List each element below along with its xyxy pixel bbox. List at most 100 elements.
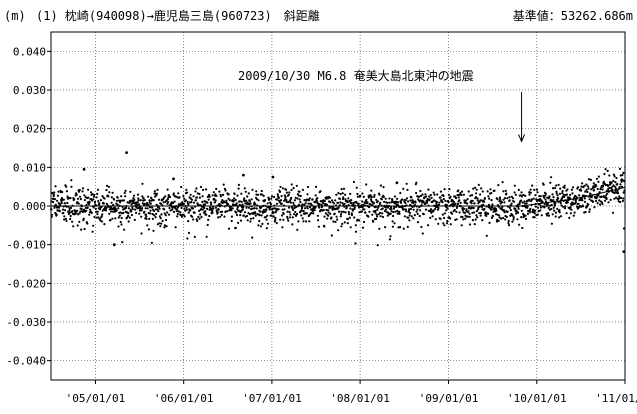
data-point [184, 199, 187, 202]
data-point [463, 199, 466, 202]
data-point [363, 201, 366, 205]
data-point [461, 209, 464, 212]
data-point [535, 188, 539, 191]
data-point [476, 216, 479, 219]
data-point [571, 186, 575, 189]
data-point [273, 195, 276, 199]
data-point [127, 220, 130, 223]
data-point [100, 215, 103, 218]
data-point [341, 222, 344, 225]
data-point [63, 215, 66, 218]
data-point [176, 212, 179, 215]
data-point [500, 201, 504, 204]
data-point [490, 208, 493, 211]
data-point [582, 194, 586, 197]
data-point [187, 203, 190, 206]
data-point [156, 208, 159, 211]
data-point [396, 203, 399, 206]
data-point [215, 194, 218, 197]
data-point [242, 214, 245, 217]
data-point [591, 200, 595, 203]
data-point [510, 202, 513, 205]
data-point [334, 204, 338, 207]
data-point [281, 187, 284, 190]
data-point [270, 197, 273, 200]
data-point [503, 201, 506, 204]
data-point [508, 206, 512, 209]
data-point [330, 216, 333, 219]
data-point [475, 214, 478, 217]
data-point [541, 200, 544, 203]
data-point [152, 229, 155, 232]
data-point [69, 214, 72, 218]
data-point [552, 206, 555, 209]
data-point [561, 190, 564, 193]
data-point [547, 206, 550, 209]
data-point [619, 183, 622, 186]
data-point [158, 207, 161, 210]
data-point [608, 174, 611, 177]
data-point [498, 216, 501, 219]
data-point [217, 208, 220, 211]
data-point [198, 192, 201, 196]
data-point [457, 196, 460, 199]
y-tick-label: 0.040 [13, 45, 46, 58]
data-point [476, 197, 479, 200]
data-point [262, 194, 265, 197]
data-point [559, 200, 562, 203]
data-point [621, 173, 624, 177]
data-point [69, 206, 73, 209]
y-tick-label: 0.010 [13, 161, 46, 174]
data-point [439, 217, 442, 220]
data-point [616, 183, 619, 186]
data-point [611, 211, 615, 214]
data-point [529, 207, 532, 210]
data-point [495, 213, 498, 216]
data-point [121, 241, 124, 244]
data-point [536, 191, 539, 194]
data-point [441, 201, 444, 204]
data-point [390, 201, 393, 204]
data-point [497, 205, 500, 208]
data-point [356, 192, 359, 196]
data-point [174, 226, 177, 229]
data-point [194, 199, 197, 202]
data-point [214, 199, 217, 202]
data-point [123, 228, 126, 231]
data-point [621, 199, 625, 203]
data-point [311, 198, 314, 201]
data-point [265, 218, 268, 221]
data-point [558, 211, 561, 214]
data-point [237, 221, 240, 224]
data-point [427, 224, 430, 227]
data-point [550, 222, 554, 225]
data-point [612, 173, 615, 176]
data-point [197, 204, 200, 207]
data-point [502, 190, 505, 193]
data-point [393, 195, 397, 198]
data-point [539, 195, 542, 198]
data-point [480, 205, 484, 208]
data-point [107, 195, 110, 198]
data-point [257, 199, 260, 202]
data-point [279, 185, 282, 188]
data-point [239, 219, 243, 222]
data-point [373, 195, 376, 198]
data-point [460, 190, 464, 193]
data-point [169, 209, 172, 212]
data-point [590, 188, 593, 191]
data-point [291, 216, 294, 219]
data-point [249, 220, 252, 223]
data-point [301, 217, 304, 220]
data-point [569, 212, 573, 215]
data-point [557, 183, 560, 186]
data-point [554, 215, 557, 218]
data-point [346, 218, 350, 221]
data-point [308, 197, 311, 200]
data-point [94, 207, 97, 210]
data-point [536, 206, 540, 209]
data-point [601, 188, 604, 191]
data-point [442, 197, 445, 201]
data-point [561, 197, 564, 200]
data-point [143, 202, 146, 205]
